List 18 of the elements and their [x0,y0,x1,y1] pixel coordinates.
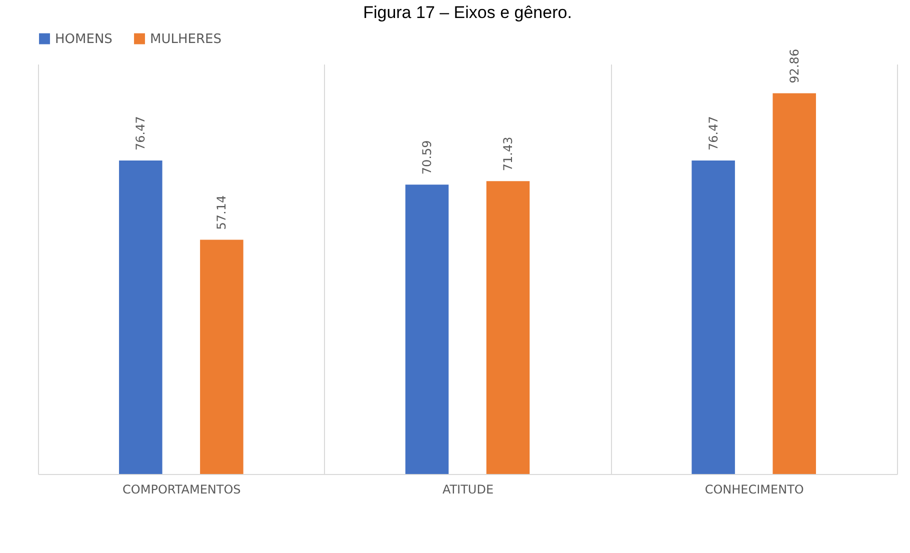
bar [772,93,816,474]
data-label: 76.47 [134,116,148,150]
bar [405,184,449,474]
data-label: 57.14 [214,195,229,230]
legend-label: HOMENS [55,32,112,47]
data-label: 71.43 [501,136,516,172]
legend-label: MULHERES [150,32,222,47]
bar [200,240,244,474]
bar [119,160,162,474]
bar [486,181,530,474]
chart-title: Figura 17 – Eixos e gênero. [363,3,572,22]
x-tick-label: CONHECIMENTO [704,482,804,496]
data-label: 70.59 [420,140,434,175]
bar [692,160,735,474]
x-tick-label: ATITUDE [442,482,494,496]
data-label: 92.86 [787,48,802,84]
data-label: 76.47 [706,116,720,150]
x-tick-label: COMPORTAMENTOS [122,482,241,496]
